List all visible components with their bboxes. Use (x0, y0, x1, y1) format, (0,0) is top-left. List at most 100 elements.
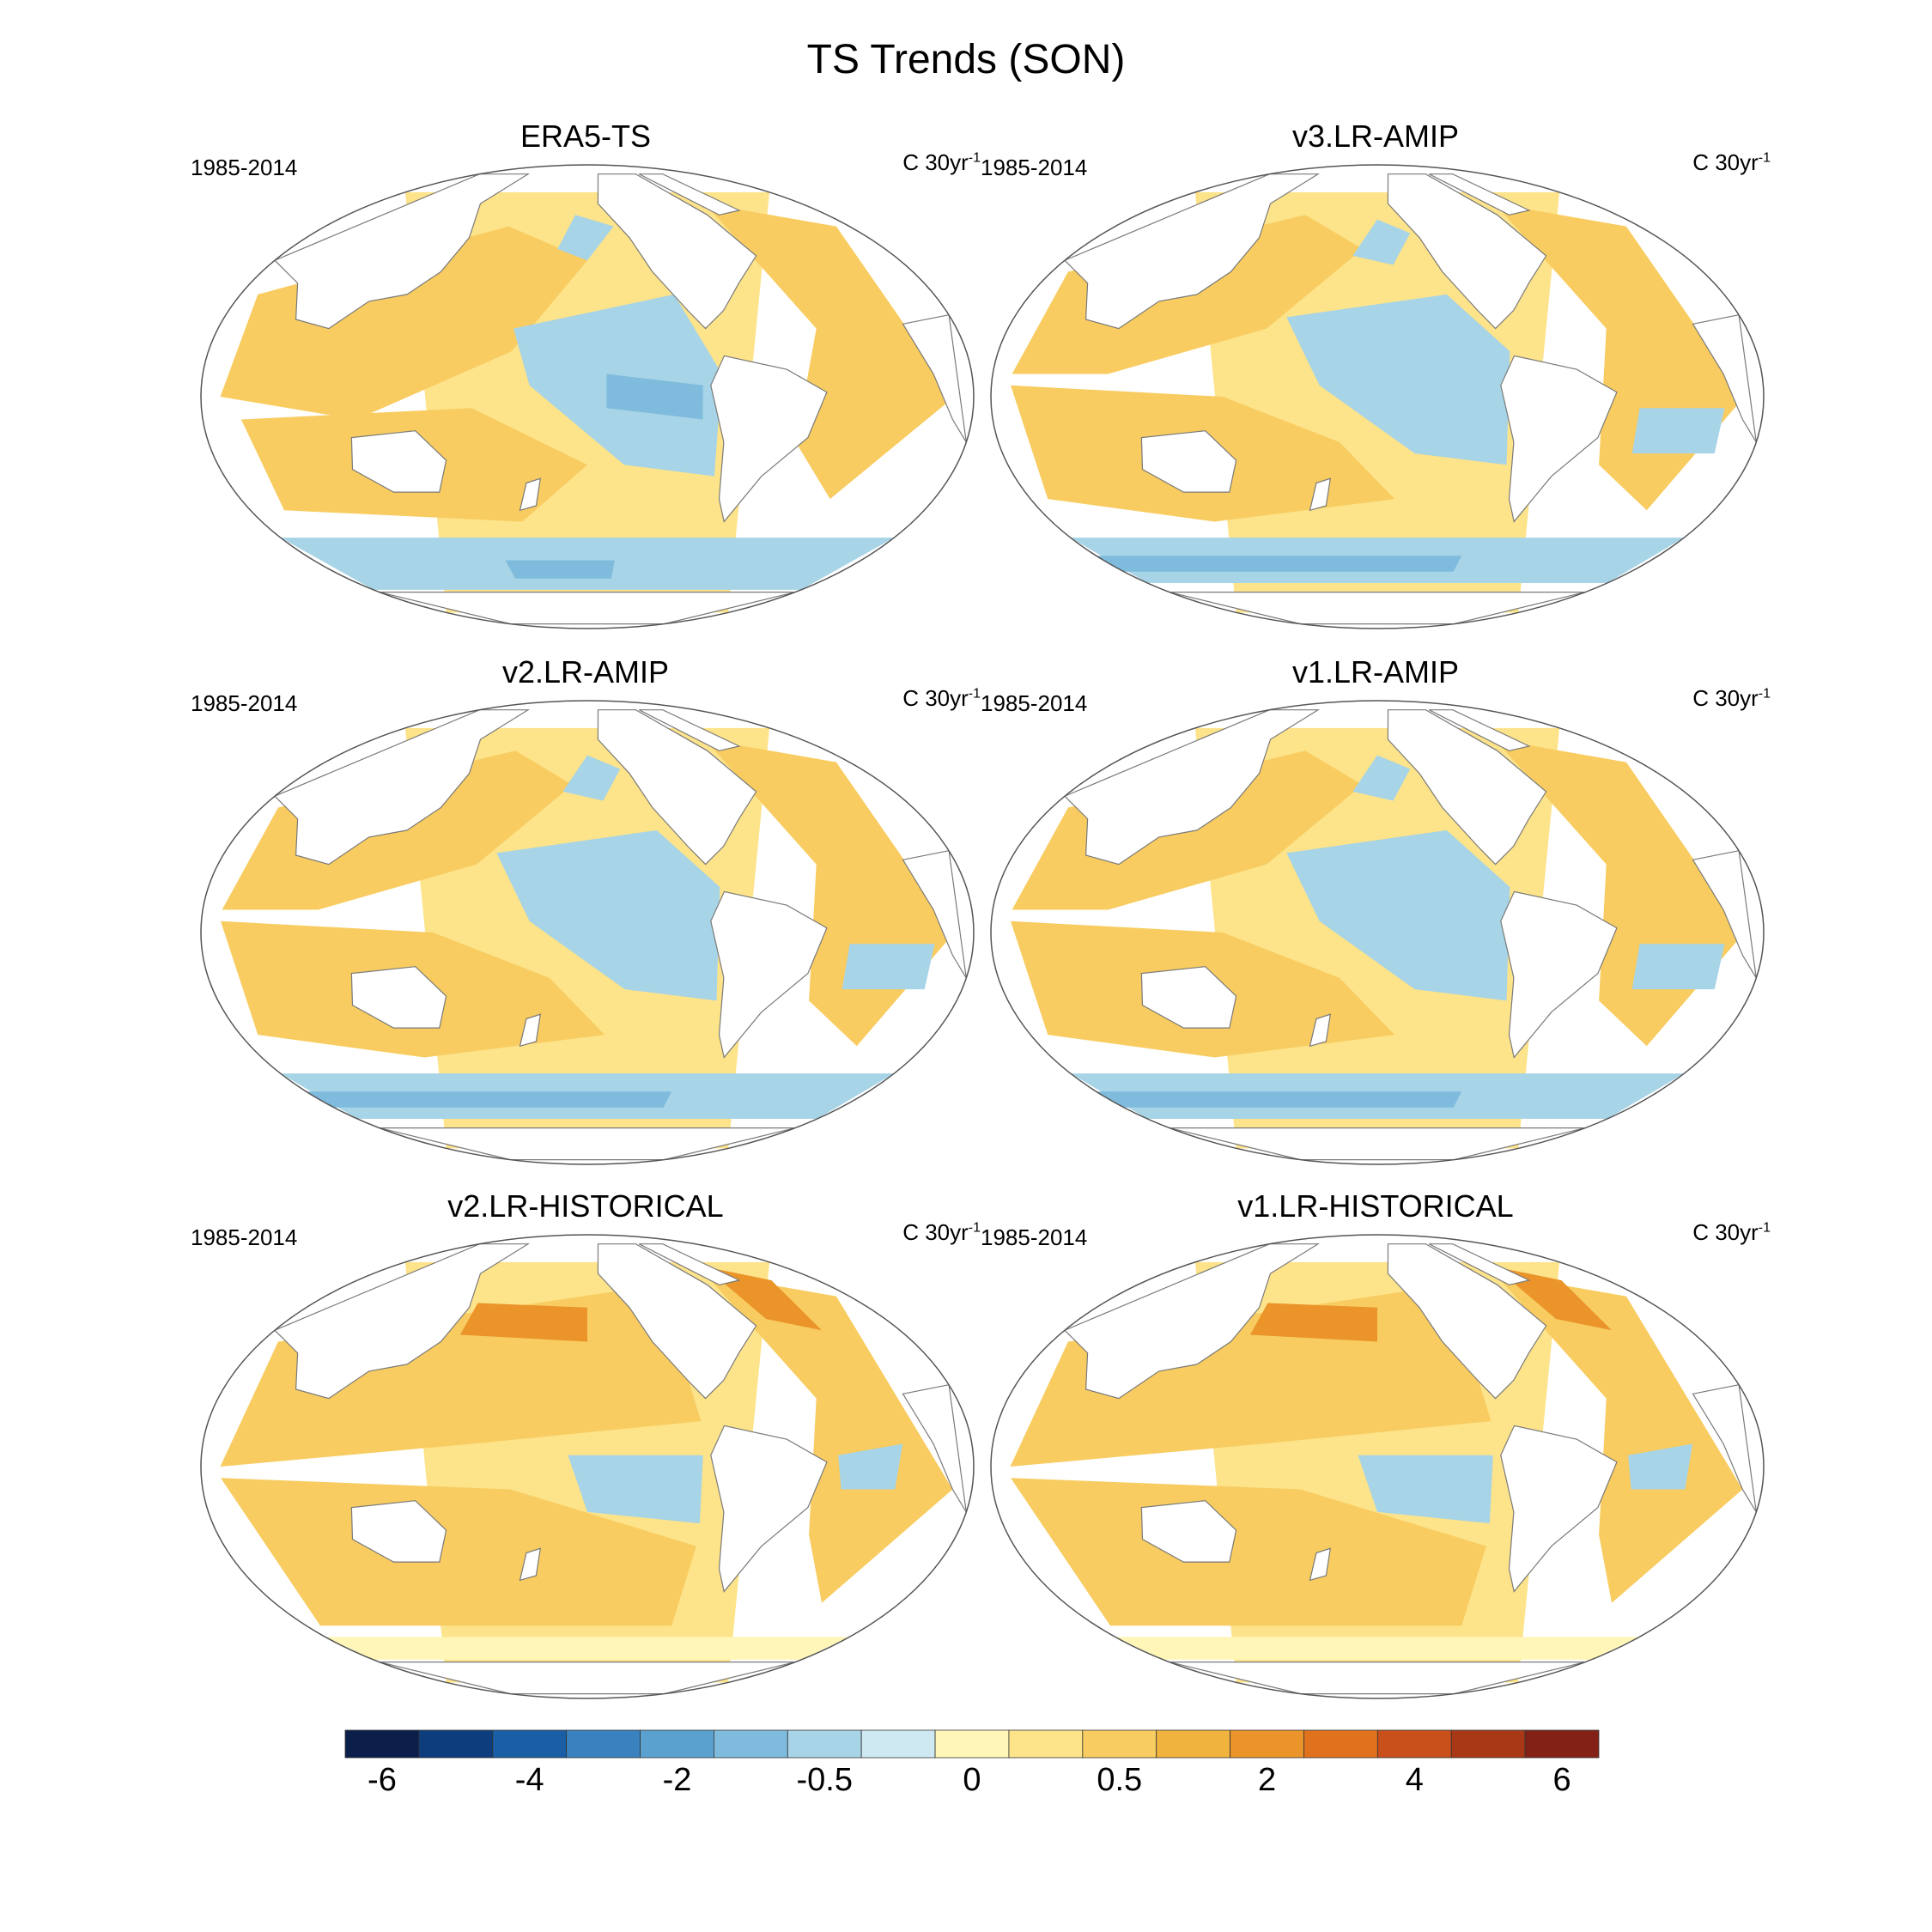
colorbar-swatch (1230, 1729, 1304, 1759)
colorbar-labels: -6 -4 -2 -0.5 0 0.5 2 4 6 (0, 1762, 1932, 1798)
colorbar-swatch (1450, 1729, 1526, 1759)
trend-region (704, 1267, 822, 1331)
trend-region (1115, 1637, 1640, 1660)
panel-title: v1.LR-HISTORICAL (1237, 1188, 1514, 1224)
panel-units-base: C 30yr (902, 1219, 969, 1245)
coastline (1387, 709, 1547, 866)
coastline (273, 173, 531, 330)
coastline (638, 1243, 741, 1285)
land-africa_e (1692, 314, 1757, 442)
panel-units: C 30yr-1 (1692, 149, 1771, 176)
colorbar-tick-label: 0 (963, 1762, 981, 1798)
map-outline (200, 1234, 975, 1699)
land-nz (519, 478, 541, 511)
map (990, 700, 1765, 1165)
colorbar-swatch (566, 1729, 641, 1759)
coastline (1428, 709, 1531, 751)
map-panel: v2.LR-HISTORICAL 1985-2014 C 30yr-1 (191, 1188, 981, 1699)
trend-region (505, 560, 615, 579)
coastline (1309, 1547, 1332, 1582)
trend-region (1631, 944, 1725, 990)
colorbar-swatch (1008, 1729, 1084, 1759)
coastline (710, 355, 828, 523)
panel-units-exponent: -1 (968, 150, 981, 166)
colorbar-swatch (787, 1729, 862, 1759)
trend-region (606, 374, 703, 420)
land-greenland (1429, 709, 1529, 751)
colorbar-swatch (1376, 1729, 1452, 1759)
land-northamerica (1388, 173, 1546, 329)
coastline (1063, 709, 1321, 866)
land-southamerica (1500, 1425, 1617, 1592)
land-australia (351, 966, 447, 1029)
land-australia (1141, 430, 1236, 493)
colorbar-swatch (344, 1729, 420, 1759)
trend-region (325, 1637, 850, 1660)
map-panel: ERA5-TS 1985-2014 C 30yr-1 (191, 118, 981, 629)
coastline (1140, 966, 1237, 1029)
colorbar-swatch (492, 1729, 568, 1759)
colorbar-swatch (934, 1729, 1010, 1759)
panel-title: v2.LR-AMIP (501, 654, 670, 690)
trend-region (221, 1478, 696, 1626)
land-southamerica (1500, 355, 1617, 522)
panel-units-base: C 30yr (1692, 1219, 1759, 1245)
coastline (710, 890, 828, 1059)
coastline (1387, 173, 1547, 330)
trend-region (562, 755, 621, 801)
coastline (273, 709, 531, 866)
trend-region (1358, 1455, 1493, 1524)
colorbar-tick-label: -0.5 (796, 1762, 853, 1798)
land-africa_e (902, 850, 967, 978)
land-greenland (1429, 1243, 1529, 1285)
panel-units-base: C 30yr (902, 685, 969, 711)
map-panel: v3.LR-AMIP 1985-2014 C 30yr-1 (981, 118, 1771, 629)
colorbar-swatch (714, 1729, 788, 1759)
panel-units: C 30yr-1 (1692, 685, 1771, 712)
coastline (519, 477, 542, 512)
trend-region (1631, 408, 1725, 454)
colorbar-tick-label: 6 (1552, 1762, 1571, 1798)
panel-period: 1985-2014 (981, 690, 1088, 716)
map-outline (200, 164, 975, 629)
trend-region (306, 1091, 672, 1108)
land-northamerica (598, 173, 756, 329)
land-asia (275, 709, 528, 865)
trend-region (841, 944, 935, 990)
coastline (597, 1243, 757, 1400)
colorbar-tick-label: 2 (1257, 1762, 1277, 1798)
land-northamerica (1388, 709, 1546, 865)
map-panel: v1.LR-HISTORICAL 1985-2014 C 30yr-1 (981, 1188, 1771, 1699)
panel-units: C 30yr-1 (902, 149, 981, 176)
land-asia (1065, 709, 1318, 865)
coastline (597, 173, 757, 330)
land-asia (1065, 1243, 1318, 1399)
coastline (638, 173, 741, 216)
coastline (273, 1243, 531, 1400)
trend-region (838, 1443, 903, 1490)
map (990, 164, 1765, 629)
map-outline (990, 700, 1765, 1165)
panel-units-exponent: -1 (968, 1220, 981, 1236)
coastline (1500, 355, 1618, 523)
trend-region (459, 1303, 587, 1342)
panel-units-base: C 30yr (1692, 685, 1759, 711)
land-northamerica (598, 1243, 756, 1399)
panel-period: 1985-2014 (981, 155, 1088, 180)
panel-units-exponent: -1 (1758, 150, 1771, 166)
land-greenland (1429, 173, 1529, 216)
coastline (1309, 477, 1332, 512)
panel-units: C 30yr-1 (902, 1219, 981, 1246)
land-asia (275, 1243, 528, 1399)
land-greenland (639, 709, 739, 751)
map (200, 700, 975, 1165)
land-africa_e (1692, 850, 1757, 978)
coastline (519, 1547, 542, 1582)
land-antarctica (1169, 592, 1586, 624)
panel-units-exponent: -1 (968, 686, 981, 702)
coastline (1428, 173, 1531, 216)
land-antarctica (379, 592, 796, 624)
trend-region (1096, 1091, 1462, 1108)
coastline (1140, 430, 1237, 493)
